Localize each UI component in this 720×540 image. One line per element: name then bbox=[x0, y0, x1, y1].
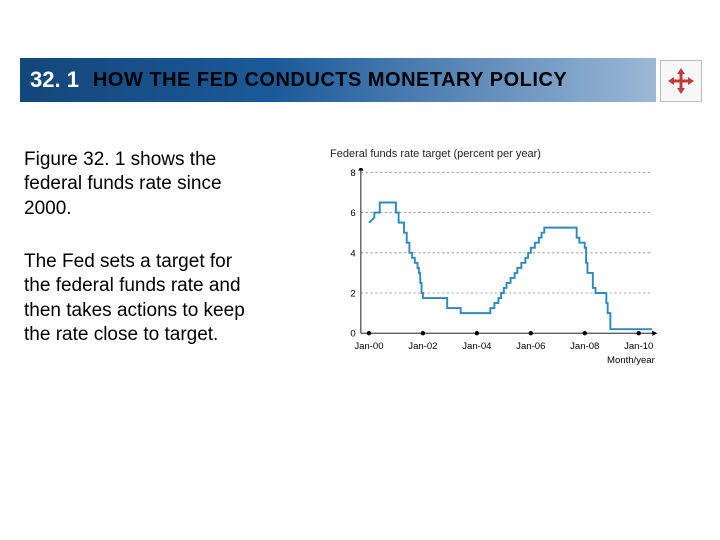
svg-text:Jan-06: Jan-06 bbox=[516, 341, 545, 352]
paragraph-2: The Fed sets a target for the federal fu… bbox=[24, 250, 254, 347]
svg-text:Jan-00: Jan-00 bbox=[354, 341, 383, 352]
svg-text:0: 0 bbox=[350, 329, 355, 340]
chart-title: Federal funds rate target (percent per y… bbox=[330, 148, 541, 160]
svg-text:6: 6 bbox=[350, 208, 355, 219]
arrows-icon bbox=[667, 67, 695, 95]
svg-text:2: 2 bbox=[350, 288, 355, 299]
svg-text:Jan-02: Jan-02 bbox=[408, 341, 437, 352]
section-header-bar: 32. 1 HOW THE FED CONDUCTS MONETARY POLI… bbox=[20, 58, 656, 102]
svg-text:Jan-04: Jan-04 bbox=[462, 341, 492, 352]
section-title: HOW THE FED CONDUCTS MONETARY POLICY bbox=[93, 69, 567, 92]
chart-plot: 0 2 4 6 8 Jan-00 Jan-02 Jan-04 Jan-06 Jan-08 Jan-1… bbox=[320, 168, 680, 368]
svg-text:4: 4 bbox=[350, 248, 356, 259]
svg-text:Jan-10: Jan-10 bbox=[624, 341, 653, 352]
fed-funds-chart: Federal funds rate target (percent per y… bbox=[290, 148, 700, 428]
move-icon[interactable] bbox=[660, 60, 702, 102]
svg-text:Jan-08: Jan-08 bbox=[570, 341, 599, 352]
section-number: 32. 1 bbox=[30, 67, 79, 93]
slide: 32. 1 HOW THE FED CONDUCTS MONETARY POLI… bbox=[0, 0, 720, 540]
svg-text:8: 8 bbox=[350, 168, 355, 179]
svg-text:Month/year: Month/year bbox=[607, 355, 656, 366]
paragraph-1: Figure 32. 1 shows the federal funds rat… bbox=[24, 148, 254, 221]
